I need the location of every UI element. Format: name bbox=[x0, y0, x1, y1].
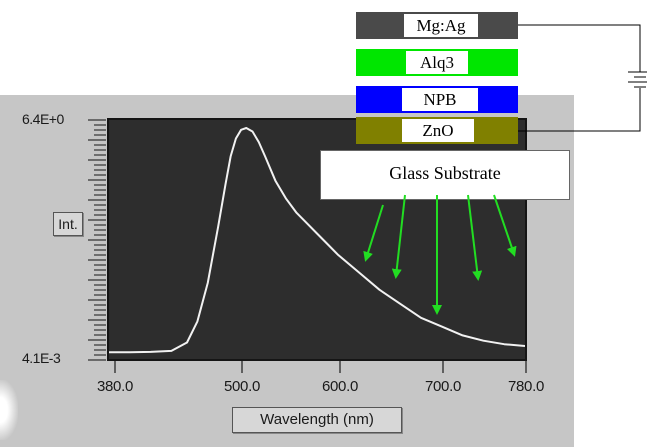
emission-arrow bbox=[391, 194, 406, 279]
emission-arrow bbox=[493, 194, 517, 257]
x-axis-ruler bbox=[114, 361, 527, 373]
layer-zno: ZnO bbox=[356, 117, 518, 144]
x-axis-label: Wavelength (nm) bbox=[232, 407, 402, 433]
y-tick-max: 6.4E+0 bbox=[22, 111, 64, 127]
emission-arrow bbox=[363, 204, 384, 262]
battery-icon bbox=[628, 71, 647, 88]
glass-substrate: Glass Substrate bbox=[320, 150, 570, 200]
x-tick-700: 700.0 bbox=[424, 378, 462, 395]
emission-arrow bbox=[467, 194, 483, 281]
layer-mgag-label: Mg:Ag bbox=[404, 14, 478, 37]
x-tick-600: 600.0 bbox=[321, 378, 359, 395]
circuit-wire bbox=[518, 24, 641, 132]
layer-alq3-label: Alq3 bbox=[406, 51, 468, 74]
layer-alq3: Alq3 bbox=[356, 49, 518, 76]
x-tick-780: 780.0 bbox=[507, 378, 545, 395]
spectrum-plot-svg bbox=[109, 127, 526, 354]
layer-mgag: Mg:Ag bbox=[356, 12, 518, 39]
y-tick-min: 4.1E-3 bbox=[22, 350, 61, 366]
scan-edge-fade bbox=[0, 380, 18, 440]
x-tick-500: 500.0 bbox=[223, 378, 261, 395]
glass-substrate-label: Glass Substrate bbox=[389, 163, 501, 183]
x-tick-380: 380.0 bbox=[96, 378, 134, 395]
emission-arrows bbox=[363, 194, 517, 315]
layer-npb: NPB bbox=[356, 86, 518, 113]
spectrum-curve bbox=[109, 127, 526, 354]
layer-npb-label: NPB bbox=[402, 88, 478, 111]
layer-zno-label: ZnO bbox=[402, 119, 474, 142]
y-axis-label: Int. bbox=[53, 212, 83, 236]
y-axis-ruler bbox=[88, 119, 106, 361]
